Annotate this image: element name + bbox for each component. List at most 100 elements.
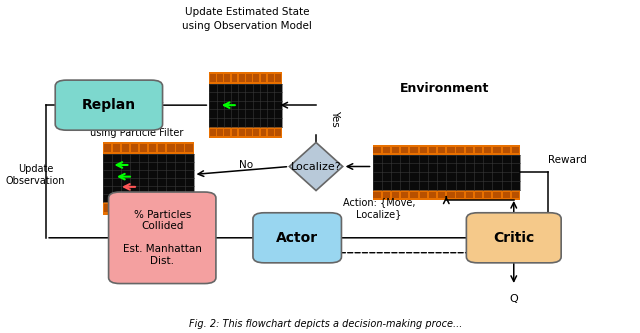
Polygon shape (289, 143, 342, 190)
FancyBboxPatch shape (232, 129, 237, 136)
FancyBboxPatch shape (102, 202, 194, 214)
Text: Action: {Move,
Localize}: Action: {Move, Localize} (342, 197, 415, 219)
FancyBboxPatch shape (177, 204, 184, 212)
FancyBboxPatch shape (217, 129, 223, 136)
FancyBboxPatch shape (104, 144, 111, 152)
FancyBboxPatch shape (372, 190, 520, 200)
FancyBboxPatch shape (372, 145, 520, 155)
Text: Yes: Yes (330, 110, 340, 127)
FancyBboxPatch shape (438, 147, 445, 153)
FancyBboxPatch shape (466, 147, 473, 153)
FancyBboxPatch shape (484, 192, 492, 198)
FancyBboxPatch shape (410, 147, 418, 153)
FancyBboxPatch shape (113, 144, 120, 152)
FancyBboxPatch shape (167, 204, 175, 212)
FancyBboxPatch shape (484, 147, 492, 153)
FancyBboxPatch shape (260, 74, 266, 82)
FancyBboxPatch shape (401, 192, 408, 198)
FancyBboxPatch shape (401, 147, 408, 153)
FancyBboxPatch shape (420, 147, 427, 153)
Text: Environment: Environment (400, 82, 490, 95)
Text: Update Estimated State
using Observation Model: Update Estimated State using Observation… (182, 7, 312, 31)
Text: Actor: Actor (276, 231, 318, 245)
FancyBboxPatch shape (131, 204, 138, 212)
FancyBboxPatch shape (149, 204, 156, 212)
Text: Fig. 2: This flowchart depicts a decision-making proce...: Fig. 2: This flowchart depicts a decisio… (189, 319, 462, 329)
FancyBboxPatch shape (232, 74, 237, 82)
FancyBboxPatch shape (55, 80, 163, 130)
FancyBboxPatch shape (113, 204, 120, 212)
FancyBboxPatch shape (253, 129, 259, 136)
FancyBboxPatch shape (429, 147, 436, 153)
FancyBboxPatch shape (268, 74, 273, 82)
FancyBboxPatch shape (456, 147, 464, 153)
FancyBboxPatch shape (493, 192, 500, 198)
FancyBboxPatch shape (383, 147, 390, 153)
FancyBboxPatch shape (140, 144, 147, 152)
Text: Q: Q (509, 294, 518, 304)
Text: No: No (239, 160, 253, 170)
Text: % Particles
Collided

Est. Manhattan
Dist.: % Particles Collided Est. Manhattan Dist… (123, 209, 202, 266)
Text: Localize?: Localize? (291, 162, 341, 171)
FancyBboxPatch shape (410, 192, 418, 198)
FancyBboxPatch shape (253, 213, 342, 263)
FancyBboxPatch shape (210, 129, 216, 136)
FancyBboxPatch shape (209, 84, 282, 127)
FancyBboxPatch shape (209, 127, 282, 138)
FancyBboxPatch shape (209, 72, 282, 84)
FancyBboxPatch shape (275, 74, 281, 82)
FancyBboxPatch shape (512, 147, 519, 153)
FancyBboxPatch shape (217, 74, 223, 82)
FancyBboxPatch shape (131, 144, 138, 152)
Text: Critic: Critic (493, 231, 534, 245)
FancyBboxPatch shape (502, 147, 510, 153)
FancyBboxPatch shape (447, 192, 454, 198)
FancyBboxPatch shape (374, 147, 381, 153)
FancyBboxPatch shape (392, 192, 399, 198)
Text: using Particle Filter: using Particle Filter (90, 128, 184, 138)
FancyBboxPatch shape (239, 74, 244, 82)
FancyBboxPatch shape (392, 147, 399, 153)
FancyBboxPatch shape (447, 147, 454, 153)
FancyBboxPatch shape (275, 129, 281, 136)
FancyBboxPatch shape (186, 204, 193, 212)
FancyBboxPatch shape (104, 204, 111, 212)
FancyBboxPatch shape (225, 129, 230, 136)
FancyBboxPatch shape (268, 129, 273, 136)
FancyBboxPatch shape (158, 144, 165, 152)
FancyBboxPatch shape (186, 144, 193, 152)
FancyBboxPatch shape (383, 192, 390, 198)
FancyBboxPatch shape (438, 192, 445, 198)
FancyBboxPatch shape (140, 204, 147, 212)
FancyBboxPatch shape (246, 74, 252, 82)
FancyBboxPatch shape (102, 142, 194, 155)
FancyBboxPatch shape (456, 192, 464, 198)
FancyBboxPatch shape (122, 204, 129, 212)
Text: Replan: Replan (82, 98, 136, 112)
FancyBboxPatch shape (122, 144, 129, 152)
FancyBboxPatch shape (149, 144, 156, 152)
FancyBboxPatch shape (177, 144, 184, 152)
FancyBboxPatch shape (429, 192, 436, 198)
FancyBboxPatch shape (260, 129, 266, 136)
FancyBboxPatch shape (420, 192, 427, 198)
FancyBboxPatch shape (167, 144, 175, 152)
FancyBboxPatch shape (109, 192, 216, 284)
FancyBboxPatch shape (475, 192, 483, 198)
FancyBboxPatch shape (158, 204, 165, 212)
FancyBboxPatch shape (467, 213, 561, 263)
FancyBboxPatch shape (210, 74, 216, 82)
FancyBboxPatch shape (374, 192, 381, 198)
FancyBboxPatch shape (102, 155, 194, 202)
FancyBboxPatch shape (475, 147, 483, 153)
FancyBboxPatch shape (253, 74, 259, 82)
FancyBboxPatch shape (239, 129, 244, 136)
Text: Reward: Reward (548, 155, 587, 165)
FancyBboxPatch shape (512, 192, 519, 198)
FancyBboxPatch shape (466, 192, 473, 198)
FancyBboxPatch shape (502, 192, 510, 198)
Text: Update
Observation: Update Observation (6, 164, 65, 186)
FancyBboxPatch shape (225, 74, 230, 82)
FancyBboxPatch shape (493, 147, 500, 153)
FancyBboxPatch shape (246, 129, 252, 136)
